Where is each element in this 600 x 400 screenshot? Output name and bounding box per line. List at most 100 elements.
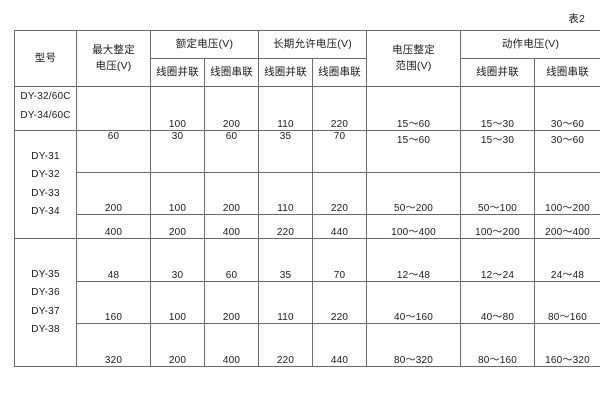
column-header-long-parallel: 线圈并联 (258, 58, 313, 87)
cell-oper-series: 160～320 (534, 323, 600, 367)
table-header: 型号 最大整定 电压(V) 额定电压(V) 长期允许电压(V) 电压整定 范围(… (14, 30, 600, 87)
cell-setting-range: 100～400 (366, 214, 462, 239)
model-label: DY-34 (31, 206, 60, 217)
cell-rated-parallel: 100 (150, 281, 205, 324)
header-row-primary: 型号 最大整定 电压(V) 额定电压(V) 长期允许电压(V) 电压整定 范围(… (14, 30, 600, 87)
cell-max-setting: 200 (76, 172, 151, 215)
cell-oper-parallel: 12～24 (460, 238, 536, 282)
cell-max-setting: 400 (76, 214, 151, 239)
column-header-rated-series: 线圈串联 (204, 58, 259, 87)
cell-rated-parallel: 30 (150, 130, 205, 173)
cell-oper-series: 24～48 (534, 238, 600, 282)
column-header-model: 型号 (14, 30, 77, 87)
cell-max-setting: 160 (76, 281, 151, 324)
cell-long-series: 70 (311, 238, 368, 282)
cell-setting-range: 80～320 (366, 323, 462, 367)
cell-long-series: 220 (311, 281, 368, 324)
table-row: DY-31 DY-32 DY-33 DY-34 60 30 60 35 70 1… (14, 130, 600, 239)
column-header-setting-range-line1: 电压整定 (392, 44, 435, 57)
cell-oper-series: 30～60 (534, 86, 600, 131)
column-header-setting-range: 电压整定 范围(V) (366, 30, 462, 87)
table-row: DY-32/60C DY-34/60C 100 200 110 220 15～6… (14, 86, 600, 131)
cell-oper-parallel: 15～30 (460, 130, 536, 173)
column-header-setting-range-line2: 范围(V) (395, 59, 432, 72)
cell-oper-parallel: 40～80 (460, 281, 536, 324)
cell-setting-range: 50～200 (366, 172, 462, 215)
table-row: 200 100 200 110 220 50～200 50～100 100～20… (15, 172, 600, 215)
cell-long-parallel: 110 (258, 172, 313, 215)
header-row-secondary: 线圈并联 线圈串联 线圈并联 线圈串联 线圈并联 线圈串联 (15, 58, 600, 87)
cell-oper-series: 200～400 (534, 214, 600, 239)
table-row: 160 100 200 110 220 40～160 40～80 80～160 (15, 281, 600, 324)
model-label: DY-32/60C (20, 91, 71, 102)
column-header-rated-voltage: 额定电压(V) (150, 30, 259, 59)
cell-rated-series: 200 (204, 172, 259, 215)
column-header-oper-parallel: 线圈并联 (460, 58, 536, 87)
model-label: DY-34/60C (20, 110, 71, 121)
cell-setting-range: 15～60 (366, 86, 462, 131)
column-header-max-setting-line1: 最大整定 (92, 44, 135, 57)
cell-rated-parallel: 200 (150, 323, 205, 367)
cell-max-setting (76, 86, 151, 131)
model-label: DY-35 (31, 268, 60, 280)
cell-rated-parallel: 100 (150, 172, 205, 215)
cell-oper-parallel: 100～200 (460, 214, 536, 239)
column-header-operating-voltage: 动作电压(V) (460, 30, 600, 59)
column-header-max-setting-voltage: 最大整定 电压(V) (76, 30, 151, 87)
table-row: 400 200 400 220 440 100～400 100～200 200～… (15, 214, 600, 239)
cell-rated-parallel: 100 (150, 86, 205, 131)
cell-max-setting: 60 (76, 130, 151, 173)
cell-oper-series: 30～60 (534, 130, 600, 173)
cell-oper-parallel: 50～100 (460, 172, 536, 215)
cell-rated-series: 400 (204, 214, 259, 239)
cell-rated-series: 200 (204, 281, 259, 324)
cell-rated-series: 200 (204, 86, 259, 131)
model-label: DY-32 (31, 169, 60, 180)
column-header-max-setting-line2: 电压(V) (95, 59, 132, 72)
cell-long-parallel: 220 (258, 214, 313, 239)
cell-setting-range: 15～60 (366, 130, 462, 173)
relay-specification-table: 型号 最大整定 电压(V) 额定电压(V) 长期允许电压(V) 电压整定 范围(… (14, 30, 600, 367)
column-header-long-term-voltage: 长期允许电压(V) (257, 30, 368, 59)
cell-max-setting: 320 (76, 323, 151, 367)
model-group-cell: DY-31 DY-32 DY-33 DY-34 (14, 130, 77, 239)
spec-table-container: 型号 最大整定 电压(V) 额定电压(V) 长期允许电压(V) 电压整定 范围(… (14, 30, 600, 367)
cell-long-series: 440 (311, 214, 368, 239)
model-group-cell: DY-32/60C DY-34/60C (14, 86, 77, 131)
cell-long-series: 440 (311, 323, 368, 367)
cell-oper-series: 80～160 (534, 281, 600, 324)
cell-oper-parallel: 15～30 (460, 86, 536, 131)
cell-oper-series: 100～200 (534, 172, 600, 215)
table-body: DY-32/60C DY-34/60C 100 200 110 220 15～6… (14, 86, 600, 367)
cell-long-series: 220 (311, 86, 368, 131)
column-header-rated-parallel: 线圈并联 (150, 58, 205, 87)
table-caption: 表2 (568, 13, 585, 25)
cell-long-series: 220 (311, 172, 368, 215)
cell-long-parallel: 110 (258, 86, 313, 131)
column-header-long-series: 线圈串联 (311, 58, 368, 87)
cell-setting-range: 40～160 (366, 281, 462, 324)
cell-long-series: 70 (311, 130, 368, 173)
cell-rated-parallel: 200 (150, 214, 205, 239)
model-label: DY-37 (31, 305, 60, 317)
column-header-oper-series: 线圈串联 (534, 58, 600, 87)
cell-rated-series: 400 (204, 323, 259, 367)
cell-long-parallel: 220 (258, 323, 313, 367)
model-group-cell: DY-35 DY-36 DY-37 DY-38 (14, 238, 77, 367)
cell-long-parallel: 35 (258, 238, 313, 282)
cell-oper-parallel: 80～160 (460, 323, 536, 367)
cell-max-setting: 48 (76, 238, 151, 282)
table-row: 320 200 400 220 440 80～320 80～160 160～32… (15, 323, 600, 367)
table-row: DY-35 DY-36 DY-37 DY-38 48 30 60 35 70 1… (14, 238, 600, 367)
model-label: DY-38 (31, 324, 60, 335)
cell-rated-series: 60 (204, 238, 259, 282)
cell-rated-series: 60 (204, 130, 259, 173)
cell-long-parallel: 110 (258, 281, 313, 324)
cell-rated-parallel: 30 (150, 238, 205, 282)
model-label: DY-31 (31, 150, 60, 162)
cell-long-parallel: 35 (258, 130, 313, 173)
cell-setting-range: 12～48 (366, 238, 462, 282)
model-label: DY-36 (31, 287, 60, 298)
model-label: DY-33 (31, 187, 60, 199)
